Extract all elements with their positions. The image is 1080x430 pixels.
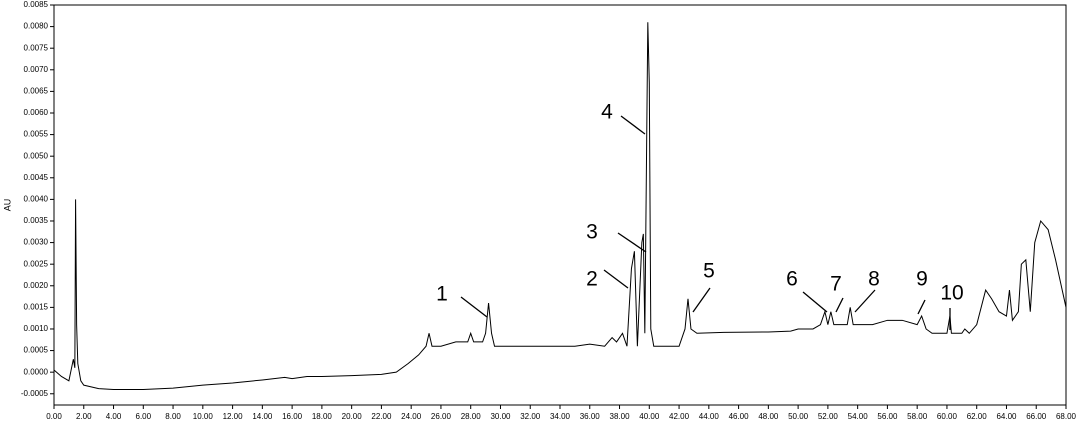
peak-label: 7 (830, 273, 842, 296)
x-tick-label: 42.00 (669, 412, 690, 421)
x-tick-label: 68.00 (1056, 412, 1077, 421)
y-tick-label: 0.0065 (24, 87, 49, 96)
y-tick-label: 0.0020 (24, 281, 49, 290)
y-tick-label: 0.0025 (24, 259, 49, 268)
y-tick-label: 0.0015 (24, 302, 49, 311)
y-tick-label: 0.0005 (24, 346, 49, 355)
x-tick-label: 62.00 (967, 412, 988, 421)
peak-leader (802, 291, 828, 313)
x-tick-label: 48.00 (758, 412, 779, 421)
y-tick-label: 0.0010 (24, 324, 49, 333)
y-tick-label: -0.0005 (21, 389, 49, 398)
y-tick-label: 0.0040 (24, 194, 49, 203)
y-tick-label: 0.0050 (24, 151, 49, 160)
x-tick-label: 60.00 (937, 412, 958, 421)
peak-leader (692, 287, 711, 313)
x-tick-label: 16.00 (282, 412, 303, 421)
peak-leader (620, 115, 646, 135)
x-tick-label: 38.00 (610, 412, 631, 421)
y-tick-label: 0.0030 (24, 238, 49, 247)
y-tick-label: 0.0035 (24, 216, 49, 225)
x-tick-label: 28.00 (461, 412, 482, 421)
x-tick-label: 22.00 (371, 412, 392, 421)
peak-leader (917, 299, 926, 315)
plot-frame (53, 4, 1067, 406)
x-tick-label: 0.00 (46, 412, 62, 421)
peak-label: 1 (436, 283, 448, 306)
y-tick-label: 0.0070 (24, 65, 49, 74)
x-tick-label: 52.00 (818, 412, 839, 421)
x-tick-label: 34.00 (550, 412, 571, 421)
x-tick-label: 58.00 (907, 412, 928, 421)
peak-leader (603, 269, 629, 289)
x-tick-label: 20.00 (342, 412, 363, 421)
x-tick-label: 66.00 (1026, 412, 1047, 421)
x-tick-label: 14.00 (252, 412, 273, 421)
x-tick-label: 4.00 (106, 412, 122, 421)
x-tick-label: 30.00 (490, 412, 511, 421)
x-tick-label: 6.00 (136, 412, 152, 421)
peak-leader (854, 289, 876, 313)
y-tick-label: 0.0055 (24, 130, 49, 139)
y-tick-label: 0.0085 (24, 0, 49, 9)
x-tick-label: 24.00 (401, 412, 422, 421)
x-tick-label: 56.00 (877, 412, 898, 421)
x-tick-label: 10.00 (193, 412, 214, 421)
peak-label: 10 (940, 282, 963, 305)
peak-leader (835, 297, 844, 313)
y-tick-label: 0.0075 (24, 43, 49, 52)
peak-label: 4 (601, 101, 613, 124)
x-tick-label: 18.00 (312, 412, 333, 421)
y-tick-label: 0.0000 (24, 367, 49, 376)
x-tick-label: 40.00 (639, 412, 660, 421)
x-tick-label: 26.00 (431, 412, 452, 421)
x-tick-label: 8.00 (165, 412, 181, 421)
peak-label: 5 (703, 260, 715, 283)
y-tick-label: 0.0060 (24, 108, 49, 117)
y-tick-label: 0.0045 (24, 173, 49, 182)
peak-label: 8 (868, 268, 880, 291)
x-tick-label: 32.00 (520, 412, 541, 421)
x-tick-label: 46.00 (729, 412, 750, 421)
y-axis-label: AU (2, 199, 12, 212)
x-tick-label: 50.00 (788, 412, 809, 421)
peak-leader (617, 232, 647, 253)
x-tick-label: 54.00 (848, 412, 869, 421)
peak-label: 9 (916, 268, 928, 291)
peak-leader (460, 296, 488, 318)
peak-label: 2 (586, 268, 598, 291)
x-tick-label: 44.00 (699, 412, 720, 421)
y-tick-label: 0.0080 (24, 22, 49, 31)
peak-label: 3 (586, 221, 598, 244)
peak-label: 6 (786, 268, 798, 291)
x-tick-label: 12.00 (223, 412, 244, 421)
x-tick-label: 36.00 (580, 412, 601, 421)
x-tick-label: 2.00 (76, 412, 92, 421)
x-tick-label: 64.00 (996, 412, 1017, 421)
chromatogram-line (53, 22, 1067, 390)
